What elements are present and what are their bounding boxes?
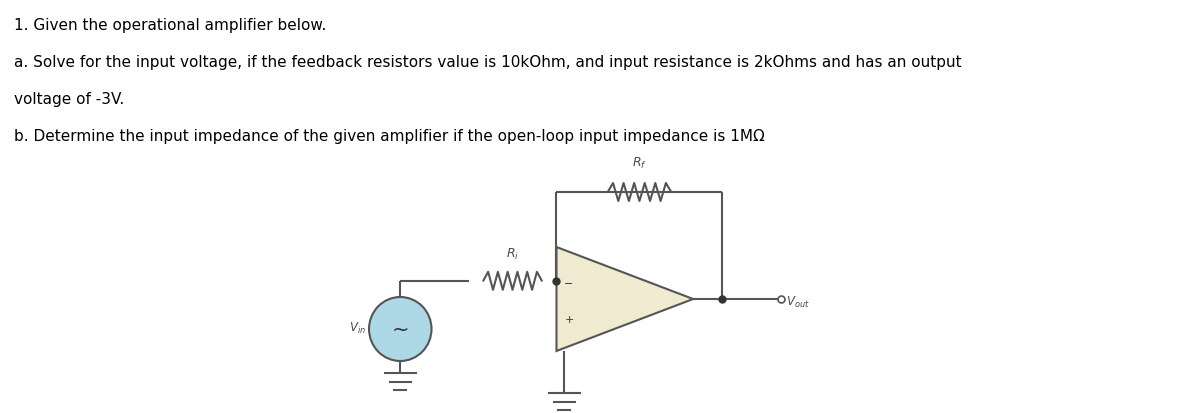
Circle shape xyxy=(370,297,432,361)
Text: $V_{in}$: $V_{in}$ xyxy=(349,320,366,335)
Text: $R_i$: $R_i$ xyxy=(506,246,520,261)
Text: ~: ~ xyxy=(391,319,409,339)
Text: voltage of -3V.: voltage of -3V. xyxy=(13,92,124,107)
Text: $V_{out}$: $V_{out}$ xyxy=(786,294,810,309)
Text: −: − xyxy=(564,278,574,288)
Polygon shape xyxy=(557,247,694,351)
Text: +: + xyxy=(564,314,574,325)
Text: b. Determine the input impedance of the given amplifier if the open-loop input i: b. Determine the input impedance of the … xyxy=(13,129,764,144)
Text: a. Solve for the input voltage, if the feedback resistors value is 10kOhm, and i: a. Solve for the input voltage, if the f… xyxy=(13,55,961,70)
Text: $R_f$: $R_f$ xyxy=(632,156,647,171)
Text: 1. Given the operational amplifier below.: 1. Given the operational amplifier below… xyxy=(13,18,326,33)
